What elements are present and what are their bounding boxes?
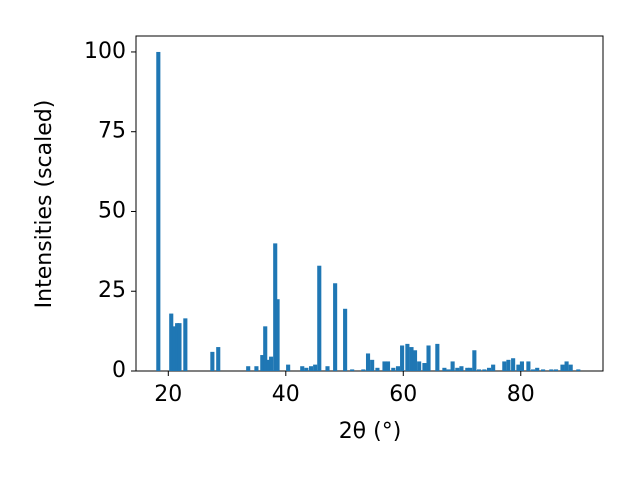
bar bbox=[365, 353, 371, 371]
bar bbox=[350, 369, 355, 371]
bar bbox=[286, 364, 291, 371]
bar bbox=[519, 361, 524, 371]
x-tick-label: 60 bbox=[389, 382, 417, 407]
bar bbox=[541, 369, 546, 371]
bar bbox=[325, 366, 330, 371]
bar bbox=[275, 299, 280, 371]
bar bbox=[246, 366, 251, 371]
bar bbox=[516, 364, 521, 371]
bar bbox=[549, 369, 554, 371]
bar bbox=[446, 369, 451, 371]
bar bbox=[172, 326, 177, 371]
bar bbox=[435, 343, 440, 371]
bar bbox=[405, 343, 410, 371]
bar bbox=[455, 367, 460, 371]
bar bbox=[502, 361, 507, 371]
bar bbox=[426, 345, 431, 371]
bar bbox=[308, 366, 314, 371]
bar bbox=[412, 350, 418, 371]
bar bbox=[177, 323, 182, 371]
bar bbox=[553, 369, 559, 371]
bar bbox=[210, 351, 215, 371]
bar bbox=[564, 361, 569, 371]
bar bbox=[266, 359, 271, 371]
bar bbox=[465, 367, 470, 371]
y-tick-label: 50 bbox=[98, 198, 126, 223]
bar bbox=[576, 369, 581, 371]
bar bbox=[486, 367, 492, 371]
bar bbox=[313, 364, 318, 371]
x-axis-label: 2θ (°) bbox=[339, 419, 402, 444]
bar bbox=[169, 313, 174, 371]
y-tick-label: 100 bbox=[84, 39, 126, 64]
y-tick-label: 0 bbox=[112, 358, 126, 383]
bar bbox=[531, 369, 536, 371]
bar bbox=[175, 323, 180, 371]
y-axis-label: Intensities (scaled) bbox=[32, 100, 57, 309]
bar bbox=[400, 345, 405, 371]
bar bbox=[422, 363, 427, 371]
bar bbox=[409, 347, 414, 371]
bar bbox=[450, 361, 455, 371]
bar bbox=[300, 366, 305, 371]
bar bbox=[269, 356, 274, 371]
bar bbox=[385, 361, 391, 371]
bar bbox=[317, 265, 322, 371]
bar bbox=[183, 318, 188, 371]
bar bbox=[254, 366, 259, 371]
x-tick-label: 20 bbox=[154, 382, 182, 407]
bar bbox=[333, 283, 338, 371]
bar bbox=[468, 367, 473, 371]
bar bbox=[375, 367, 380, 371]
bar bbox=[263, 326, 268, 371]
bar bbox=[511, 358, 516, 371]
y-tick-label: 25 bbox=[98, 278, 126, 303]
bar bbox=[526, 361, 531, 371]
bar bbox=[560, 364, 565, 371]
bar bbox=[472, 350, 477, 371]
bar bbox=[482, 369, 487, 371]
x-tick-label: 40 bbox=[272, 382, 300, 407]
bar bbox=[260, 355, 265, 371]
bar bbox=[391, 367, 396, 371]
bar bbox=[568, 364, 573, 371]
bar bbox=[156, 51, 161, 371]
bar bbox=[216, 347, 221, 371]
plot-frame bbox=[135, 35, 604, 372]
bar bbox=[370, 359, 375, 371]
bar bbox=[506, 359, 511, 371]
y-tick-label: 75 bbox=[98, 119, 126, 144]
bar bbox=[273, 243, 278, 371]
bar bbox=[343, 308, 348, 371]
bar bbox=[535, 367, 540, 371]
bar bbox=[361, 369, 366, 371]
bar bbox=[382, 361, 387, 371]
x-tick-label: 80 bbox=[507, 382, 535, 407]
bar bbox=[491, 364, 496, 371]
bar bbox=[395, 366, 401, 371]
bar bbox=[304, 367, 309, 371]
bar bbox=[476, 369, 482, 371]
bar bbox=[459, 366, 464, 371]
bar bbox=[417, 361, 422, 371]
bar bbox=[442, 367, 447, 371]
